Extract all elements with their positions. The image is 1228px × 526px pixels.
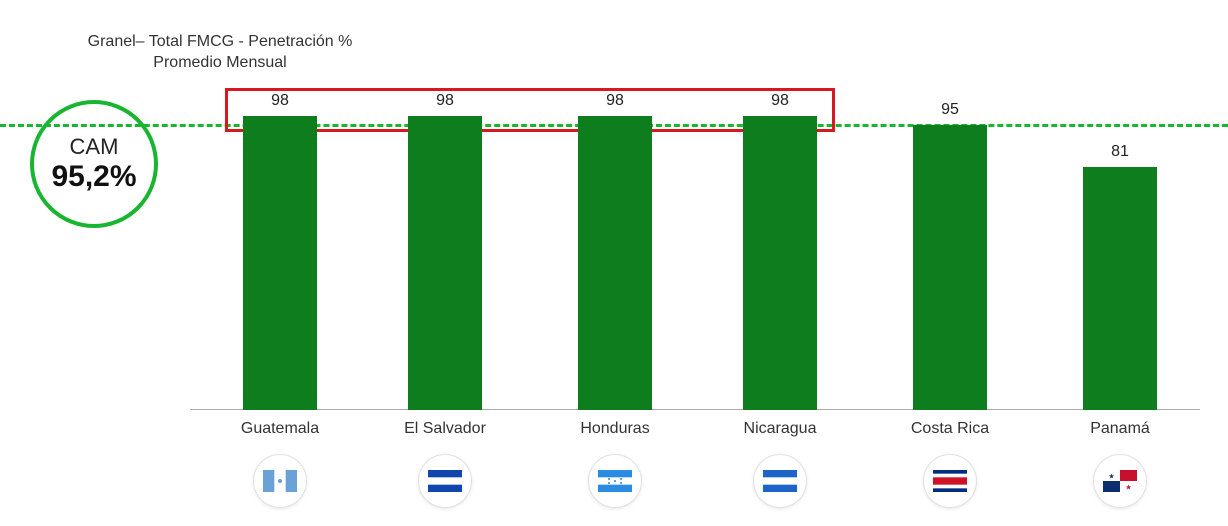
flag-icon xyxy=(254,455,306,507)
x-axis-label: Panamá xyxy=(1090,420,1150,438)
title-line-2: Promedio Mensual xyxy=(50,53,390,74)
bar-value-label: 81 xyxy=(1111,143,1129,161)
cam-badge: CAM 95,2% xyxy=(30,100,158,228)
x-axis-label: Honduras xyxy=(580,420,649,438)
bar xyxy=(1083,167,1157,410)
bar-chart: 98 98 98 98 95 81 xyxy=(190,110,1200,410)
bar-value-label: 98 xyxy=(771,92,789,110)
bar-column: 98 xyxy=(408,116,482,410)
bar-value-label: 95 xyxy=(941,101,959,119)
bar-value-label: 98 xyxy=(436,92,454,110)
x-axis-label: Guatemala xyxy=(241,420,319,438)
x-axis-label: Costa Rica xyxy=(911,420,989,438)
bar xyxy=(408,116,482,410)
bar xyxy=(913,125,987,410)
chart-title: Granel– Total FMCG - Penetración % Prome… xyxy=(50,32,390,74)
cam-value: 95,2% xyxy=(51,160,136,194)
flag-icon xyxy=(754,455,806,507)
cam-label: CAM xyxy=(70,134,119,160)
svg-text:★: ★ xyxy=(1108,473,1114,481)
flag-icon xyxy=(589,455,641,507)
title-line-1: Granel– Total FMCG - Penetración % xyxy=(88,33,353,50)
x-axis-label: El Salvador xyxy=(404,420,486,438)
bar-column: 98 xyxy=(243,116,317,410)
x-axis-label: Nicaragua xyxy=(744,420,817,438)
bar-value-label: 98 xyxy=(271,92,289,110)
axis-baseline xyxy=(190,409,1200,410)
chart-root: Granel– Total FMCG - Penetración % Prome… xyxy=(0,0,1228,526)
bar-column: 81 xyxy=(1083,167,1157,410)
flag-icon xyxy=(924,455,976,507)
flag-icon: ★ ★ xyxy=(1094,455,1146,507)
bar-column: 98 xyxy=(743,116,817,410)
bar-value-label: 98 xyxy=(606,92,624,110)
bar-column: 98 xyxy=(578,116,652,410)
bar-column: 95 xyxy=(913,125,987,410)
flag-row: ★ ★ xyxy=(190,455,1200,515)
bar xyxy=(578,116,652,410)
plot-area: 98 98 98 98 95 81 xyxy=(190,110,1200,410)
x-axis-labels: Guatemala El Salvador Honduras Nicaragua Cos… xyxy=(190,420,1200,450)
flag-icon xyxy=(419,455,471,507)
bar xyxy=(243,116,317,410)
svg-text:★: ★ xyxy=(1125,484,1131,492)
bar xyxy=(743,116,817,410)
